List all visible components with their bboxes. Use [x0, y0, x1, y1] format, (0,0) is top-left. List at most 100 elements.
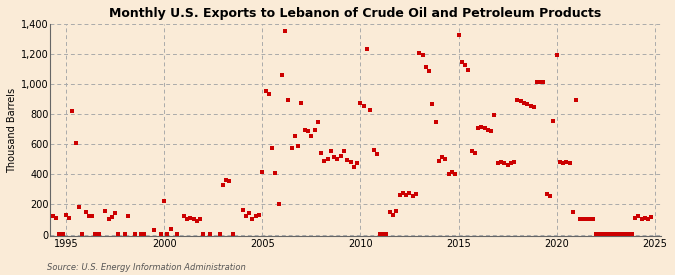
Point — [119, 232, 130, 236]
Point — [224, 179, 235, 183]
Point — [603, 232, 614, 236]
Point — [391, 209, 402, 213]
Point — [80, 210, 91, 214]
Point — [165, 226, 176, 231]
Point — [568, 210, 578, 214]
Point — [600, 232, 611, 236]
Point — [486, 129, 497, 134]
Point — [309, 128, 320, 132]
Point — [518, 101, 529, 105]
Point — [447, 170, 458, 174]
Point — [155, 232, 166, 236]
Point — [277, 73, 288, 77]
Point — [499, 161, 510, 165]
Point — [580, 216, 591, 221]
Point — [139, 232, 150, 236]
Point — [103, 217, 114, 222]
Point — [332, 157, 343, 161]
Point — [329, 155, 340, 159]
Point — [348, 165, 359, 169]
Point — [247, 217, 258, 222]
Point — [194, 217, 205, 222]
Point — [404, 191, 415, 195]
Point — [192, 219, 202, 223]
Point — [61, 213, 72, 217]
Point — [532, 80, 543, 84]
Point — [198, 232, 209, 236]
Point — [325, 149, 336, 153]
Point — [339, 149, 350, 153]
Point — [93, 232, 104, 236]
Point — [283, 98, 294, 102]
Point — [616, 232, 627, 236]
Point — [361, 46, 372, 51]
Point — [221, 177, 232, 182]
Point — [577, 217, 588, 222]
Point — [472, 125, 483, 130]
Point — [515, 99, 526, 104]
Point — [483, 128, 493, 132]
Point — [227, 232, 238, 236]
Point — [214, 232, 225, 236]
Point — [492, 161, 503, 165]
Point — [178, 214, 189, 219]
Point — [352, 161, 362, 165]
Point — [626, 232, 637, 236]
Point — [77, 232, 88, 236]
Point — [614, 232, 624, 236]
Point — [633, 214, 644, 219]
Point — [319, 159, 330, 163]
Point — [548, 119, 559, 123]
Point — [313, 120, 323, 125]
Point — [489, 113, 500, 117]
Point — [129, 232, 140, 236]
Point — [280, 28, 291, 33]
Point — [437, 155, 448, 159]
Point — [506, 161, 516, 165]
Point — [322, 156, 333, 161]
Point — [159, 199, 169, 203]
Point — [463, 68, 474, 72]
Point — [162, 232, 173, 236]
Point — [394, 193, 405, 198]
Point — [495, 159, 506, 164]
Point — [316, 151, 327, 155]
Point — [371, 152, 382, 156]
Point — [355, 101, 366, 105]
Point — [433, 159, 444, 163]
Point — [270, 170, 281, 175]
Point — [290, 134, 300, 138]
Point — [620, 232, 630, 236]
Point — [136, 232, 146, 236]
Point — [443, 172, 454, 177]
Point — [410, 192, 421, 196]
Point — [555, 159, 566, 164]
Point — [538, 80, 549, 84]
Point — [387, 213, 398, 217]
Point — [244, 211, 254, 216]
Point — [57, 232, 68, 236]
Point — [427, 102, 438, 107]
Point — [306, 134, 317, 138]
Point — [300, 128, 310, 132]
Point — [558, 161, 568, 165]
Point — [260, 89, 271, 93]
Point — [564, 161, 575, 165]
Point — [430, 120, 441, 125]
Point — [250, 214, 261, 219]
Point — [240, 214, 251, 219]
Point — [551, 53, 562, 57]
Point — [453, 33, 464, 37]
Point — [545, 194, 556, 198]
Point — [205, 232, 215, 236]
Point — [381, 232, 392, 236]
Point — [398, 191, 408, 195]
Point — [639, 216, 650, 220]
Point — [109, 211, 120, 216]
Point — [522, 102, 533, 107]
Point — [509, 159, 520, 164]
Point — [525, 104, 536, 108]
Text: Source: U.S. Energy Information Administration: Source: U.S. Energy Information Administ… — [47, 263, 246, 272]
Point — [401, 193, 412, 198]
Point — [188, 217, 199, 222]
